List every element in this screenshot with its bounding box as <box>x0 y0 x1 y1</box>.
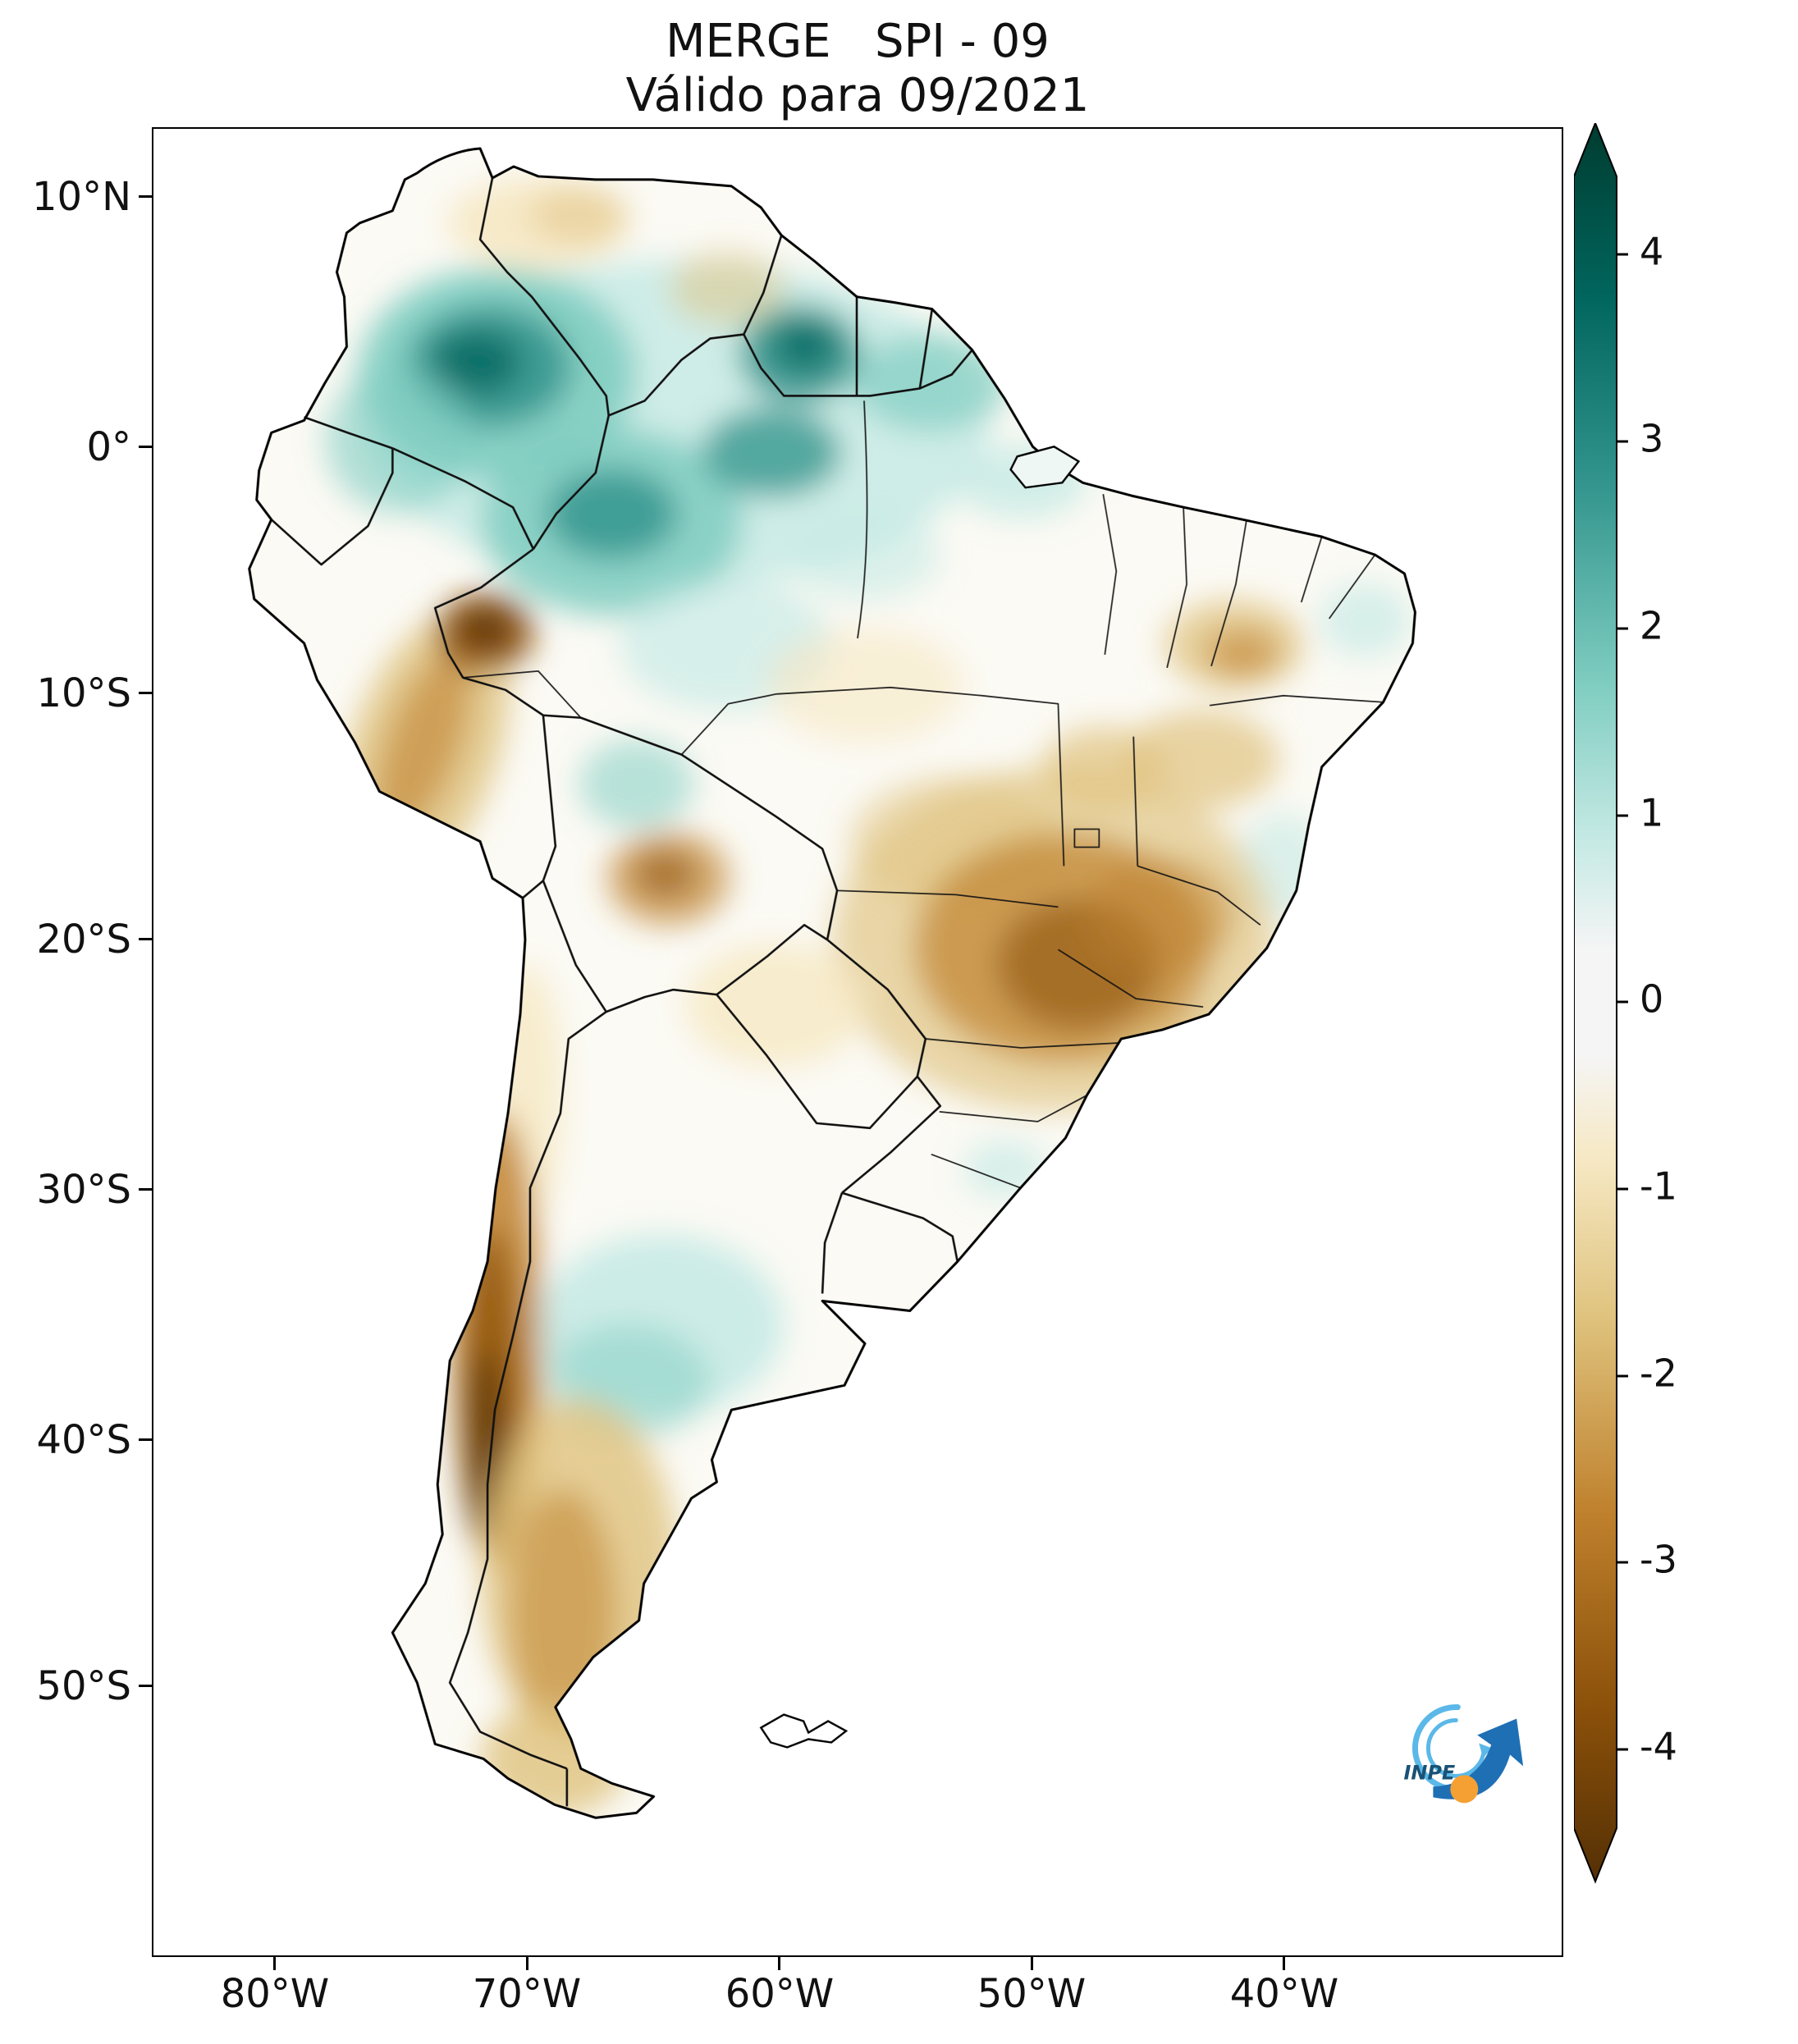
y-tickmark <box>139 1438 152 1441</box>
logo-text: INPE <box>1403 1761 1455 1784</box>
x-tickmark <box>526 1957 528 1970</box>
colorbar-label-0: 0 <box>1640 977 1663 1022</box>
colorbar-label-2: 2 <box>1640 604 1663 648</box>
y-tick-label-10s: 10°S <box>36 670 131 716</box>
y-tick-label-50s: 50°S <box>36 1663 131 1709</box>
colorbar-svg: 4 3 2 1 0 -1 -2 -3 -4 <box>1573 121 1677 1884</box>
colorbar-label-n2: -2 <box>1640 1351 1677 1396</box>
colorbar-label-3: 3 <box>1640 417 1663 461</box>
south-america-map: INPE <box>248 147 1524 1819</box>
y-tick-label-10n: 10°N <box>32 174 131 220</box>
x-tick-label-80w: 80°W <box>220 1971 330 2017</box>
logo-swirl-inner <box>1425 1718 1486 1778</box>
logo-arrow <box>1433 1718 1524 1799</box>
y-tickmark <box>139 938 152 940</box>
y-tick-label-30s: 30°S <box>36 1167 131 1213</box>
inpe-logo: INPE <box>1403 1704 1524 1804</box>
coastline <box>248 147 1416 1819</box>
x-tick-label-70w: 70°W <box>472 1971 582 2017</box>
figure-title: MERGE SPI - 09 <box>666 15 1050 68</box>
x-tickmark <box>1031 1957 1033 1970</box>
y-tick-label-40s: 40°S <box>36 1417 131 1463</box>
colorbar-tick-labels: 4 3 2 1 0 -1 -2 -3 -4 <box>1640 230 1677 1769</box>
x-tick-label-60w: 60°W <box>725 1971 835 2017</box>
colorbar: 4 3 2 1 0 -1 -2 -3 -4 <box>1573 121 1796 1887</box>
x-tickmark <box>273 1957 276 1970</box>
colorbar-label-4: 4 <box>1640 230 1663 274</box>
colorbar-label-n3: -3 <box>1640 1538 1677 1582</box>
y-tickmark <box>139 692 152 694</box>
y-tick-label-0: 0° <box>86 424 131 470</box>
colorbar-gradient <box>1573 121 1617 1884</box>
state-borders <box>463 400 1384 1189</box>
spi-anomaly-field <box>325 177 1411 1817</box>
logo-swirl-arrowhead <box>1479 1743 1493 1758</box>
y-tickmark <box>139 1685 152 1687</box>
logo-orange-ball <box>1450 1775 1479 1804</box>
x-tickmark <box>1283 1957 1285 1970</box>
marajo-island <box>1009 446 1081 489</box>
colorbar-label-n4: -4 <box>1640 1725 1677 1769</box>
y-tick-label-20s: 20°S <box>36 917 131 963</box>
y-tickmark <box>139 195 152 198</box>
colorbar-label-1: 1 <box>1640 791 1663 835</box>
colorbar-label-n1: -1 <box>1640 1164 1677 1209</box>
figure-subtitle: Válido para 09/2021 <box>625 69 1090 122</box>
falkland-islands <box>759 1713 849 1749</box>
map-panel: INPE <box>152 127 1563 1957</box>
y-tickmark <box>139 1188 152 1191</box>
colorbar-tickmarks <box>1617 253 1628 1751</box>
x-tick-label-40w: 40°W <box>1229 1971 1339 2017</box>
country-borders <box>270 177 973 1807</box>
x-tick-label-50w: 50°W <box>977 1971 1087 2017</box>
x-tickmark <box>778 1957 780 1970</box>
y-tickmark <box>139 446 152 448</box>
